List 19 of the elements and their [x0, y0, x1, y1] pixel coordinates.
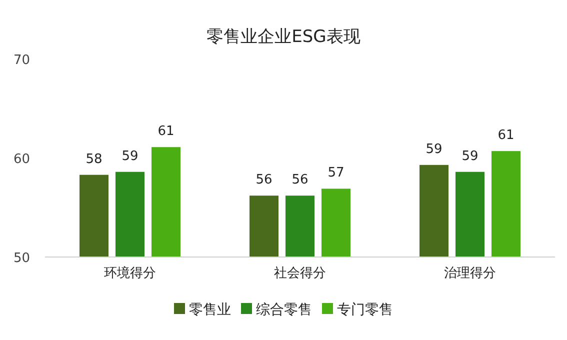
data-label: 59	[462, 148, 478, 164]
data-label: 58	[86, 152, 102, 167]
legend-label: 综合零售	[256, 302, 312, 318]
data-label: 56	[292, 172, 308, 188]
y-tick-label: 60	[13, 152, 30, 167]
x-tick-label: 环境得分	[104, 265, 156, 281]
x-tick-label: 治理得分	[444, 266, 496, 281]
legend-label: 零售业	[189, 302, 231, 318]
data-label: 61	[158, 124, 174, 140]
x-tick-label: 社会得分	[274, 266, 326, 281]
data-label: 59	[122, 148, 138, 164]
data-label: 56	[256, 172, 272, 188]
y-tick-label: 70	[13, 53, 30, 68]
data-label: 59	[426, 142, 442, 157]
chart-title: 零售业企业ESG表现	[206, 27, 360, 47]
y-tick-label: 50	[13, 251, 30, 266]
data-label: 61	[498, 128, 514, 144]
data-label: 57	[328, 166, 344, 181]
legend-label: 专门零售	[337, 302, 393, 318]
